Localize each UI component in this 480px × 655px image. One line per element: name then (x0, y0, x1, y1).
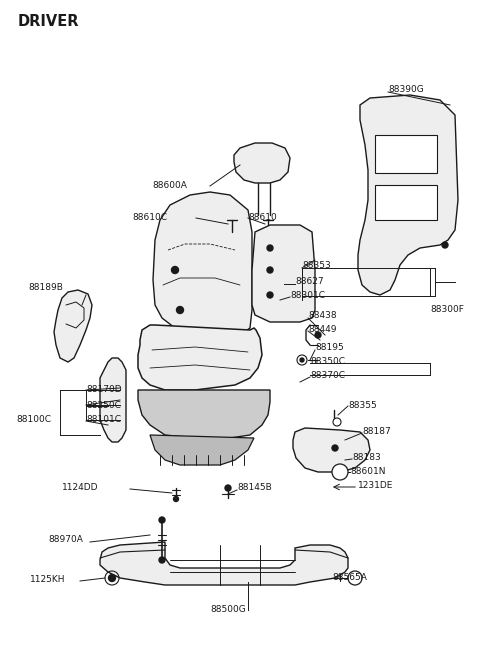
Text: 88350C: 88350C (310, 358, 345, 367)
Polygon shape (100, 542, 348, 585)
Polygon shape (252, 225, 315, 322)
Circle shape (173, 496, 179, 502)
Text: 88449: 88449 (308, 326, 336, 335)
Circle shape (267, 267, 273, 273)
Text: 88601N: 88601N (350, 468, 385, 476)
Circle shape (332, 445, 338, 451)
Text: 1231DE: 1231DE (358, 481, 394, 491)
Text: 88370C: 88370C (310, 371, 345, 381)
Text: 88970A: 88970A (48, 536, 83, 544)
Circle shape (225, 485, 231, 491)
Text: 88627: 88627 (295, 278, 324, 286)
Polygon shape (138, 325, 262, 390)
Text: 88195: 88195 (315, 343, 344, 352)
Text: 88170D: 88170D (86, 386, 121, 394)
Bar (375, 185, 437, 220)
Circle shape (108, 574, 116, 582)
Circle shape (348, 571, 362, 585)
Polygon shape (150, 435, 254, 465)
Circle shape (297, 355, 307, 365)
Polygon shape (293, 428, 370, 472)
Circle shape (267, 292, 273, 298)
Text: 88145B: 88145B (237, 483, 272, 493)
Text: 88301C: 88301C (290, 291, 325, 301)
Text: 88438: 88438 (308, 312, 336, 320)
Text: 88187: 88187 (362, 428, 391, 436)
Text: 88600A: 88600A (152, 181, 187, 189)
Polygon shape (100, 358, 126, 442)
Text: DRIVER: DRIVER (18, 14, 80, 29)
Polygon shape (54, 290, 92, 362)
Circle shape (300, 358, 304, 362)
Text: 88390G: 88390G (388, 86, 424, 94)
Text: 88610C: 88610C (132, 214, 167, 223)
Polygon shape (138, 390, 270, 438)
Circle shape (442, 242, 448, 248)
Text: 88565A: 88565A (332, 574, 367, 582)
Text: 1125KH: 1125KH (30, 576, 65, 584)
Text: 88100C: 88100C (16, 415, 51, 424)
Bar (375, 135, 437, 173)
Text: 88610: 88610 (248, 214, 277, 223)
Text: 88101C: 88101C (86, 415, 121, 424)
Circle shape (333, 418, 341, 426)
Circle shape (315, 332, 321, 338)
Circle shape (332, 464, 348, 480)
Text: 88300F: 88300F (430, 305, 464, 314)
Polygon shape (358, 95, 458, 295)
Circle shape (159, 557, 165, 563)
Circle shape (177, 307, 183, 314)
Text: 88183: 88183 (352, 453, 381, 462)
Circle shape (171, 267, 179, 274)
Text: 88500G: 88500G (210, 605, 246, 614)
Text: 1124DD: 1124DD (62, 483, 98, 493)
Polygon shape (153, 192, 252, 338)
Circle shape (159, 517, 165, 523)
Circle shape (267, 245, 273, 251)
Text: 88355: 88355 (348, 400, 377, 409)
Text: 88250C: 88250C (86, 400, 121, 409)
Text: 88353: 88353 (302, 261, 331, 269)
Polygon shape (234, 143, 290, 183)
Text: 88189B: 88189B (28, 284, 63, 293)
